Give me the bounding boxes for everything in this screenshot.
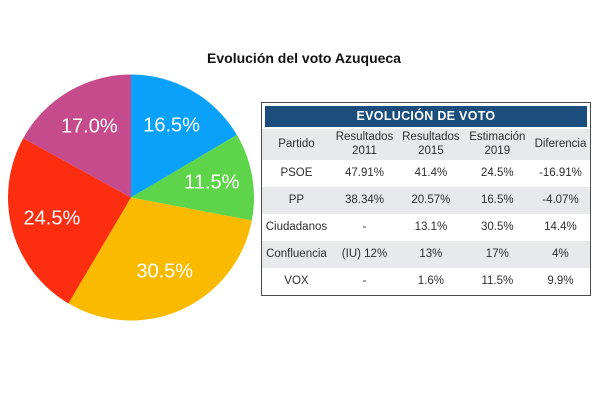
table-header-row: Partido Resultados 2011 Resultados 2015 Est… — [262, 129, 590, 160]
table-cell: 20.57% — [411, 194, 451, 207]
table-cell: 16.5% — [481, 194, 514, 207]
pie-slice-label: 17.0% — [60, 115, 118, 138]
table-cell: 13.1% — [414, 221, 448, 234]
table-cell: 24.5% — [481, 167, 514, 180]
table-header-cell: Estimación 2019 — [469, 131, 526, 158]
table-header-cell: Diferencia — [534, 138, 587, 151]
table-cell: 30.5% — [481, 221, 514, 234]
table-cell: PP — [288, 194, 305, 207]
table-cell: 47.91% — [344, 167, 384, 180]
table-cell: 13% — [419, 248, 443, 261]
table-header-cell: Partido — [278, 138, 315, 151]
table-cell: - — [362, 221, 367, 234]
table-cell: 14.4% — [544, 221, 577, 234]
table-row: PSOE 47.91% 41.4% 24.5% -16.91% — [262, 159, 590, 187]
table-header-cell: Resultados 2011 — [335, 131, 394, 158]
table-cell: 11.5% — [481, 275, 514, 288]
pie-slice — [131, 134, 254, 221]
table-row: PP 38.34% 20.57% 16.5% -4.07% — [262, 186, 590, 214]
table-cell: 41.4% — [414, 167, 448, 180]
table-row: VOX - 1.6% 11.5% 9.9% — [262, 267, 590, 295]
pie-slice-label: 24.5% — [23, 207, 81, 230]
table-row: Confluencia (IU) 12% 13% 17% 4% — [262, 240, 590, 268]
table-cell: Confluencia — [266, 248, 327, 261]
table-body: Partido Resultados 2011 Resultados 2015 Est… — [262, 129, 590, 295]
pie-chart — [7, 74, 254, 321]
chart-title: Evolución del voto Azuqueca — [207, 50, 401, 66]
table-cell: Ciudadanos — [265, 221, 328, 234]
pie-slice — [68, 197, 252, 321]
table-cell: 1.6% — [417, 275, 445, 288]
table-cell: 17% — [485, 248, 509, 261]
table-cell: -16.91% — [539, 167, 582, 180]
table-cell: PSOE — [280, 167, 313, 180]
pie-slice-label: 11.5% — [184, 171, 240, 194]
table-row: Ciudadanos - 13.1% 30.5% 14.4% — [262, 213, 590, 241]
table-cell: 9.9% — [547, 275, 574, 288]
pie-slice — [7, 138, 132, 304]
table-cell: 4% — [552, 248, 569, 261]
table-title: EVOLUCIÓN DE VOTO — [265, 106, 587, 127]
pie-slice-label: 30.5% — [136, 260, 194, 283]
table-cell: VOX — [284, 275, 309, 288]
table-cell: 38.34% — [344, 194, 384, 207]
table-header-cell: Resultados 2015 — [402, 131, 460, 158]
pie-slice-label: 16.5% — [143, 114, 200, 137]
table-cell: - — [362, 275, 367, 288]
pie-slice — [23, 74, 131, 198]
table-cell: (IU) 12% — [341, 248, 388, 261]
pie-slice — [131, 74, 237, 198]
table-cell: -4.07% — [542, 194, 579, 207]
vote-table: EVOLUCIÓN DE VOTO Partido Resultados 2011… — [261, 102, 591, 296]
